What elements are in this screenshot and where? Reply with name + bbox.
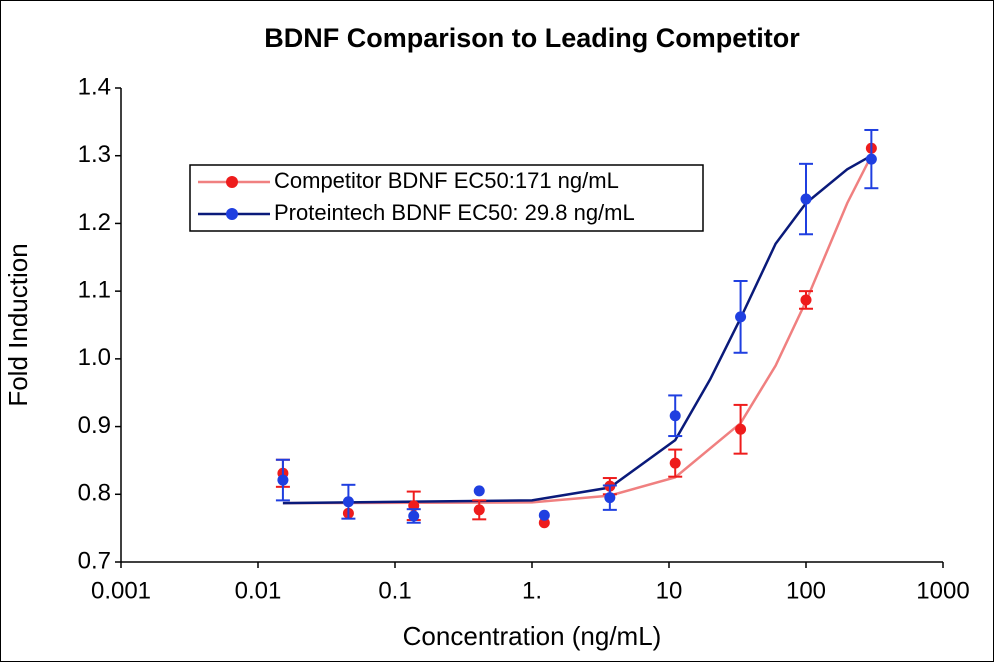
y-tick-label: 1.0 (78, 344, 111, 371)
y-tick-label: 1.4 (78, 73, 111, 100)
data-point (669, 457, 681, 469)
x-tick-label: 1. (522, 577, 542, 604)
y-axis-label: Fold Induction (3, 243, 33, 406)
x-tick-label: 1000 (916, 577, 969, 604)
data-point (473, 504, 485, 516)
data-point (408, 510, 420, 522)
data-point (800, 193, 812, 205)
legend-marker (226, 176, 238, 188)
fit-curve (282, 154, 872, 505)
legend-label: Competitor BDNF EC50:171 ng/mL (274, 168, 619, 193)
x-tick-label: 0.1 (378, 577, 411, 604)
x-tick-label: 10 (656, 577, 683, 604)
y-tick-label: 1.3 (78, 141, 111, 168)
data-point (735, 311, 747, 323)
legend-label: Proteintech BDNF EC50: 29.8 ng/mL (274, 200, 635, 225)
data-point (735, 423, 747, 435)
x-axis-label: Concentration (ng/mL) (403, 621, 662, 651)
x-tick-label: 0.001 (91, 577, 151, 604)
data-point (342, 496, 354, 508)
legend-box (189, 164, 704, 232)
legend-marker (226, 208, 238, 220)
x-tick-label: 0.01 (235, 577, 282, 604)
data-point (473, 485, 485, 497)
y-tick-label: 0.9 (78, 412, 111, 439)
data-point (604, 492, 616, 504)
y-tick-label: 0.7 (78, 547, 111, 574)
y-tick-label: 0.8 (78, 480, 111, 507)
data-point (669, 410, 681, 422)
x-tick-label: 100 (786, 577, 826, 604)
y-tick-label: 1.2 (78, 209, 111, 236)
data-point (538, 509, 550, 521)
data-point (277, 474, 289, 486)
data-point (865, 153, 877, 165)
data-point (800, 294, 812, 306)
y-tick-label: 1.1 (78, 276, 111, 303)
chart-title: BDNF Comparison to Leading Competitor (264, 23, 800, 53)
